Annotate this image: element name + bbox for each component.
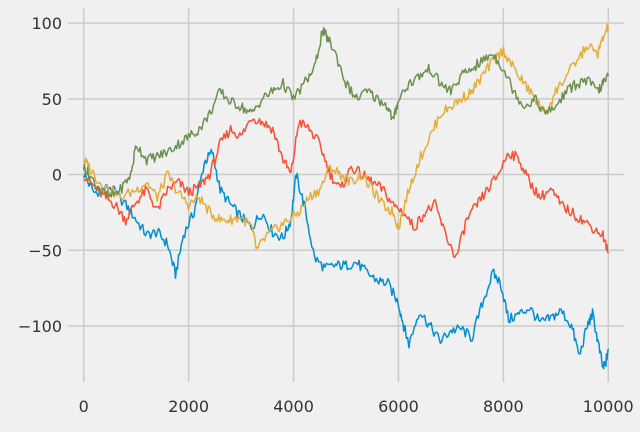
x-tick-label: 2000 [168, 397, 209, 416]
x-tick-label: 10000 [583, 397, 634, 416]
series-line-3 [83, 23, 610, 250]
series-line-1 [82, 148, 610, 370]
x-tick-label: 0 [79, 397, 89, 416]
series-line-2 [83, 117, 609, 259]
x-tick-label: 8000 [483, 397, 524, 416]
y-tick-label: 100 [31, 14, 62, 33]
y-tick-label: 50 [42, 90, 62, 109]
y-tick-label: −100 [18, 317, 62, 336]
x-axis-ticks: 0 2000 4000 6000 8000 10000 [79, 397, 634, 416]
x-tick-label: 4000 [273, 397, 314, 416]
y-tick-label: −50 [28, 241, 62, 260]
series-line-4 [82, 26, 610, 198]
y-axis-ticks: −100 −50 0 50 100 [18, 14, 62, 336]
series-lines [82, 23, 610, 370]
y-tick-label: 0 [52, 166, 62, 185]
x-tick-label: 6000 [378, 397, 419, 416]
